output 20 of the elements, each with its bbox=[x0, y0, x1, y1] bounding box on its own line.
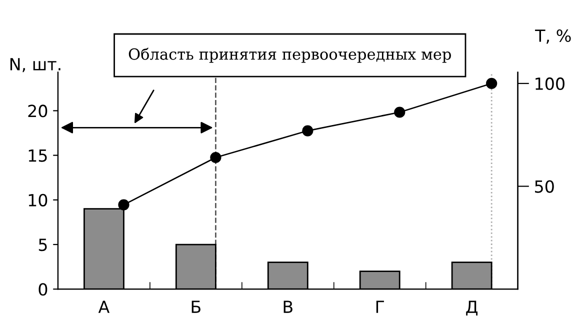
point bbox=[302, 125, 314, 136]
x-tick-label: А bbox=[98, 300, 110, 313]
y2-axis-title: T, % bbox=[535, 29, 571, 44]
x-tick-label: Г bbox=[376, 300, 384, 313]
y-tick-label: 10 bbox=[28, 194, 48, 206]
y-axis-title: N, шт. bbox=[10, 58, 60, 72]
point bbox=[394, 106, 406, 118]
y-tick-label: 15 bbox=[28, 149, 47, 162]
point bbox=[486, 78, 498, 90]
x-tick-label: Б bbox=[192, 300, 200, 313]
point bbox=[118, 199, 130, 210]
point bbox=[210, 152, 222, 164]
text: Область принятия первоочередных мер bbox=[128, 48, 451, 63]
y-tick-label: 0 bbox=[38, 283, 48, 296]
x-tick-label: В bbox=[284, 300, 292, 313]
y-tick-label: 5 bbox=[38, 238, 47, 252]
y2-tick-label: 100 bbox=[536, 77, 564, 90]
y2-tick-label: 50 bbox=[535, 180, 554, 193]
x-tick-label: Д bbox=[466, 300, 478, 316]
y-tick-label: 20 bbox=[28, 104, 48, 118]
